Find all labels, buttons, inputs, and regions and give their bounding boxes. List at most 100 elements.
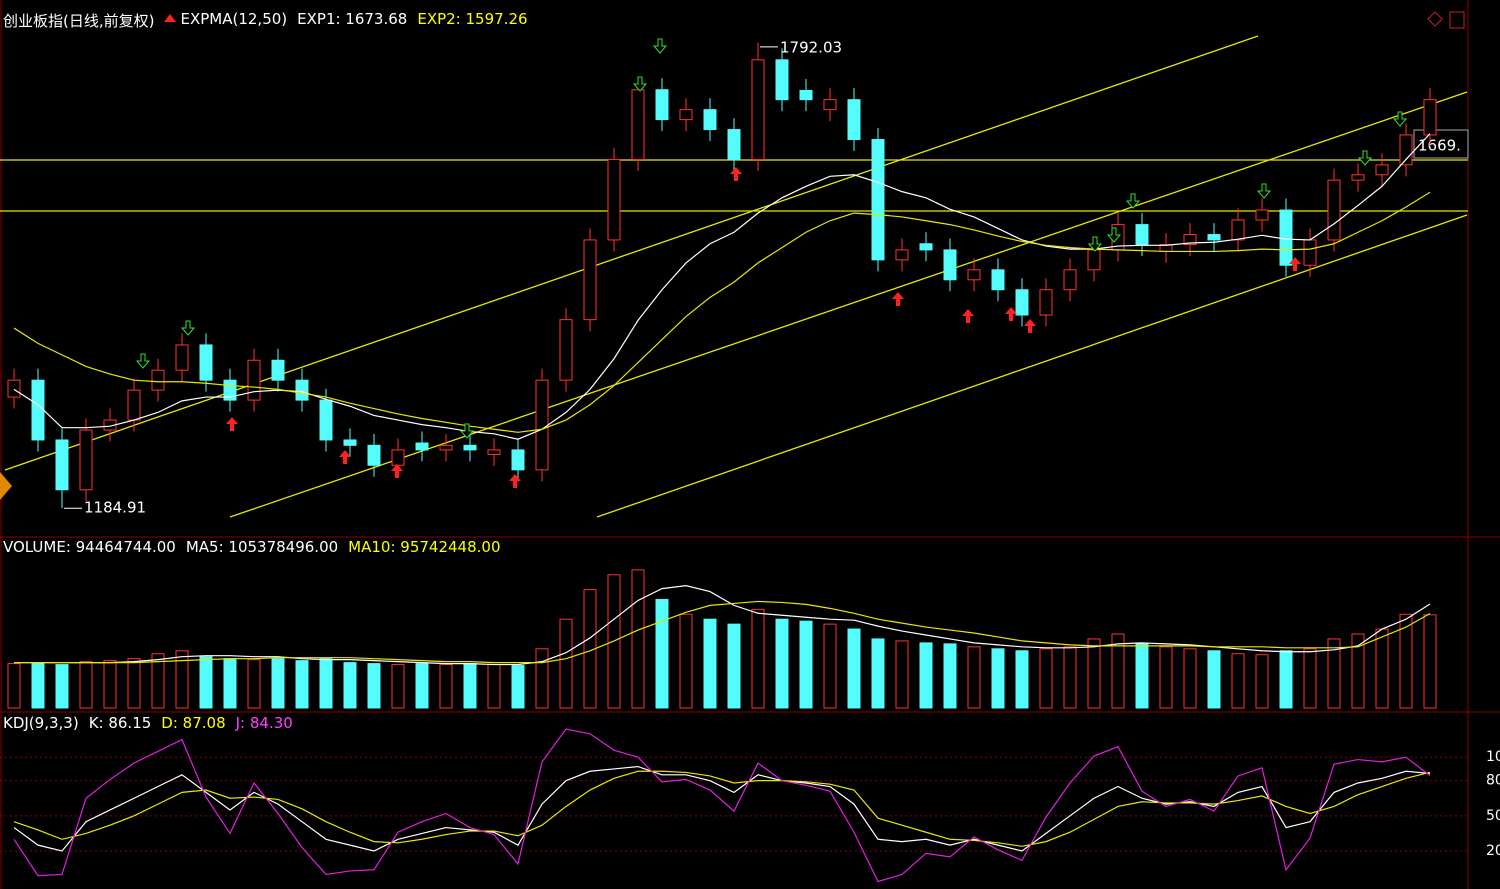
volume-bar — [343, 662, 357, 709]
candle-body — [127, 389, 141, 421]
sell-signal — [135, 353, 151, 369]
candle-body — [1351, 174, 1365, 181]
buy-signal — [226, 417, 238, 431]
buy-signal — [962, 309, 974, 323]
drawn-lines — [0, 35, 1468, 518]
trend-line — [229, 91, 1468, 518]
volume-bar — [1159, 646, 1173, 709]
volume-bar — [1015, 650, 1029, 709]
volume-bar — [247, 659, 261, 709]
candle-body — [991, 269, 1005, 291]
volume-bar — [199, 656, 213, 709]
header-item: D: 87.08 — [161, 714, 226, 732]
header-item: MA10: 95742448.00 — [348, 538, 501, 556]
volume-bar — [799, 620, 813, 709]
volume-bar — [391, 664, 405, 709]
candle-body — [1255, 209, 1269, 221]
sell-signal — [1087, 236, 1103, 252]
volume-bar — [31, 662, 45, 709]
candle-body — [751, 59, 765, 160]
volume-bar — [1087, 638, 1101, 709]
volume-bar — [1135, 643, 1149, 709]
volume-bar — [679, 613, 693, 709]
volume-bar — [1279, 650, 1293, 709]
volume-bar — [991, 648, 1005, 709]
sell-signal — [1392, 111, 1408, 127]
buy-signal — [1005, 307, 1017, 321]
volume-bar — [943, 643, 957, 709]
side-tab[interactable] — [0, 472, 12, 500]
volume-bar — [295, 660, 309, 709]
header-item: KDJ(9,3,3) — [3, 714, 79, 732]
volume-bar — [7, 663, 21, 709]
volume-bar — [1183, 648, 1197, 709]
volume-bar — [1039, 648, 1053, 709]
candle-body — [727, 129, 741, 160]
chart-title: 创业板指(日线,前复权) — [3, 12, 155, 30]
volume-bar — [919, 642, 933, 709]
sell-signal — [652, 38, 668, 54]
header-item: EXP2: 1597.26 — [417, 10, 528, 28]
header-item: MA5: 105378496.00 — [185, 538, 339, 556]
volume-bar — [1255, 654, 1269, 709]
y-tick-label: 100 — [1486, 749, 1500, 765]
header-item: EXP1: 1673.68 — [297, 10, 408, 28]
volume-bar — [1423, 614, 1437, 709]
header-item: J: 84.30 — [235, 714, 293, 732]
candle-body — [631, 89, 645, 160]
header-item: K: 86.15 — [88, 714, 152, 732]
volume-bar — [1351, 633, 1365, 709]
candle-body — [1423, 99, 1437, 136]
volume-bar — [55, 664, 69, 709]
candle-body — [79, 429, 93, 491]
volume-bar — [127, 658, 141, 709]
buy-signal — [391, 464, 403, 478]
candle-body — [703, 109, 717, 131]
icon[interactable] — [1449, 11, 1465, 29]
indicator-line — [13, 191, 1431, 433]
sell-signal — [1106, 227, 1122, 243]
volume-bar — [1207, 650, 1221, 709]
volume-bar — [223, 658, 237, 709]
candle-body — [679, 109, 693, 121]
sell-signal — [1256, 183, 1272, 199]
volume-bar — [895, 640, 909, 709]
volume-header: VOLUME: 94464744.00 MA5: 105378496.00 MA10… — [3, 538, 501, 556]
candle-body — [1231, 219, 1245, 241]
indicator-line — [13, 770, 1431, 847]
volume-bar — [535, 648, 549, 709]
sell-signal — [1125, 193, 1141, 209]
volume-bar — [751, 608, 765, 709]
indicator-line — [14, 600, 1431, 664]
volume-bar — [439, 664, 453, 709]
volume-bar — [1111, 633, 1125, 709]
candle-body — [343, 439, 357, 446]
price-tag: 1669. — [1418, 137, 1461, 155]
candle-body — [1303, 239, 1317, 266]
candle-body — [487, 449, 501, 456]
indicator-arrow — [164, 14, 177, 22]
volume-bar — [1375, 628, 1389, 709]
icon[interactable] — [1427, 11, 1443, 27]
volume-bar — [271, 658, 285, 709]
volume-bar — [559, 618, 573, 709]
candle-body — [1039, 289, 1053, 316]
volume-bar — [367, 663, 381, 709]
volume-bar — [871, 638, 885, 709]
candle-body — [295, 379, 309, 401]
volume-bar — [151, 653, 165, 709]
volume-bar — [511, 665, 525, 709]
buy-signal — [730, 167, 742, 181]
volume-bar — [1231, 653, 1245, 709]
buy-signal — [1289, 257, 1301, 271]
buy-signal — [892, 292, 904, 306]
candle-body — [271, 359, 285, 381]
candle-body — [1375, 164, 1389, 176]
candle-body — [559, 319, 573, 381]
price-tag-box — [1413, 129, 1469, 159]
y-tick-label: 20 — [1486, 843, 1500, 859]
candle-body — [655, 89, 669, 121]
